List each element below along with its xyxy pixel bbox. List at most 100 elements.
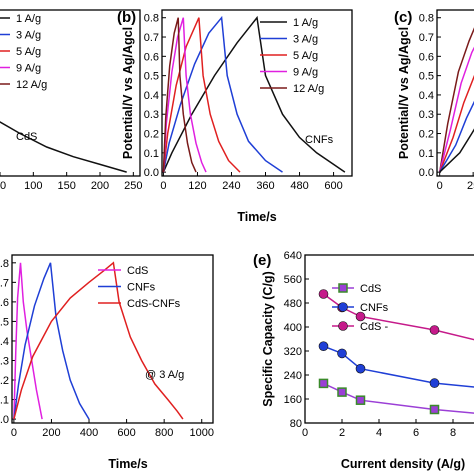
y-tick-label: 0.4 xyxy=(419,90,434,102)
series-group xyxy=(13,261,184,420)
series-line-4 xyxy=(162,17,197,173)
y-axis-label: Specific Capacity (C/g) xyxy=(261,271,275,406)
panel-2: 0 25 0.0 0.1 0.2 0.3 0.4 0.5 0.6 0.7 0.8 xyxy=(419,9,474,192)
series-line-0 xyxy=(162,15,346,173)
x-tick-label: 4 xyxy=(376,427,382,439)
x-tick-label: 100 xyxy=(24,180,42,192)
x-tick-label: 0 xyxy=(302,427,308,439)
plot-frame xyxy=(304,254,474,424)
panel-label: (e) xyxy=(253,252,271,269)
legend-label: CdS - xyxy=(360,321,388,333)
legend-entry: 9 A/g xyxy=(260,67,318,79)
y-tick-label: 0.2 xyxy=(144,129,159,141)
y-tick-label: 320 xyxy=(284,346,302,358)
y-tick-label: 0.4 xyxy=(0,336,9,348)
y-tick-label: 0.1 xyxy=(419,148,434,160)
x-tick-label: 0 xyxy=(160,180,166,192)
x-tick-label: 25 xyxy=(467,180,474,192)
legend-entry: 12 A/g xyxy=(0,79,47,91)
legend-label: 3 A/g xyxy=(293,34,318,46)
x-tick-label: 240 xyxy=(222,180,240,192)
y-tick-label: 0.3 xyxy=(419,109,434,121)
y-tick-label: 0.1 xyxy=(144,148,159,160)
series-line-3 xyxy=(439,100,474,173)
y-tick-label: 480 xyxy=(284,298,302,310)
y-tick-label: 0.0 xyxy=(419,167,434,179)
legend-label: 1 A/g xyxy=(293,17,318,29)
series-line-1 xyxy=(162,15,283,173)
y-tick-label: 640 xyxy=(284,250,302,262)
y-tick-label: 0.0 xyxy=(0,414,9,426)
legend-label: 12 A/g xyxy=(293,83,324,95)
legend-entry: 1 A/g xyxy=(260,17,318,29)
legend-entry: CdS xyxy=(332,283,381,295)
y-tick-label: 0.6 xyxy=(0,297,9,309)
legend-entry: CdS xyxy=(98,265,148,277)
y-tick-label: 0.1 xyxy=(0,395,9,407)
series-group xyxy=(162,15,346,173)
y-tick-label: 0.3 xyxy=(0,355,9,367)
legend-entry: 3 A/g xyxy=(260,34,318,46)
x-tick-label: 250 xyxy=(124,180,142,192)
data-point xyxy=(429,404,440,415)
y-tick-label: 0.5 xyxy=(0,316,9,328)
series-line-2 xyxy=(162,17,241,173)
series-group xyxy=(318,289,474,415)
series-line-0 xyxy=(13,262,43,420)
data-point xyxy=(355,311,366,322)
x-tick-label: 600 xyxy=(117,427,135,439)
y-tick-label: 0.8 xyxy=(419,13,434,25)
legend-entry: 5 A/g xyxy=(260,50,318,62)
data-point xyxy=(337,348,347,359)
legend-entry: 3 A/g xyxy=(0,30,41,42)
y-tick-label: 400 xyxy=(284,322,302,334)
y-axis-label: Potential/V vs Ag/Agcl xyxy=(121,27,135,159)
legend-entry: 9 A/g xyxy=(0,63,41,75)
data-point xyxy=(355,395,366,405)
series-line-1 xyxy=(13,262,90,420)
legend-entry: CNFs xyxy=(98,282,156,294)
x-tick-label: 600 xyxy=(324,180,342,192)
x-axis-label: Time/s xyxy=(237,210,276,224)
legend-label: 5 A/g xyxy=(293,50,318,62)
x-tick-label: 2 xyxy=(339,427,345,439)
panel-label: (b) xyxy=(117,9,136,26)
legend-entry: CdS - xyxy=(332,321,388,333)
y-tick-label: 0.0 xyxy=(144,167,159,179)
series-line-0 xyxy=(438,27,474,173)
annotation: @ 3 A/g xyxy=(145,369,184,381)
plot-frame xyxy=(0,9,141,177)
y-tick-label: 0.6 xyxy=(419,51,434,63)
series-line-2 xyxy=(323,293,474,341)
y-tick-label: 0.5 xyxy=(419,71,434,83)
data-point xyxy=(355,363,366,374)
y-tick-label: 0.2 xyxy=(0,375,9,387)
legend-label: 5 A/g xyxy=(16,46,41,58)
legend-label: 3 A/g xyxy=(16,30,41,42)
annotation: CdS xyxy=(16,131,37,143)
x-axis-label: Time/s xyxy=(108,457,147,471)
legend-label: 9 A/g xyxy=(16,63,41,75)
y-tick-label: 0.6 xyxy=(144,51,159,63)
x-tick-label: 800 xyxy=(155,427,173,439)
y-tick-label: 160 xyxy=(284,394,302,406)
y-tick-label: 0.7 xyxy=(0,277,9,289)
y-tick-label: 80 xyxy=(290,418,302,430)
x-tick-label: 200 xyxy=(91,180,109,192)
x-axis-label: Current density (A/g) xyxy=(341,457,465,471)
legend-label: 1 A/g xyxy=(16,13,41,25)
x-tick-label: 120 xyxy=(188,180,206,192)
legend-label: 9 A/g xyxy=(293,67,318,79)
series-line-3 xyxy=(162,17,207,173)
legend-entry: 12 A/g xyxy=(260,83,324,95)
x-tick-label: 0 xyxy=(11,427,17,439)
plot-frame xyxy=(436,9,474,177)
legend-marker xyxy=(338,283,348,293)
data-point xyxy=(318,341,329,352)
legend-marker xyxy=(338,321,348,331)
y-tick-label: 0.5 xyxy=(144,71,159,83)
y-tick-label: 0.7 xyxy=(419,32,434,44)
y-tick-label: 0.3 xyxy=(144,109,159,121)
y-tick-label: 560 xyxy=(284,274,302,286)
x-tick-label: 480 xyxy=(290,180,308,192)
